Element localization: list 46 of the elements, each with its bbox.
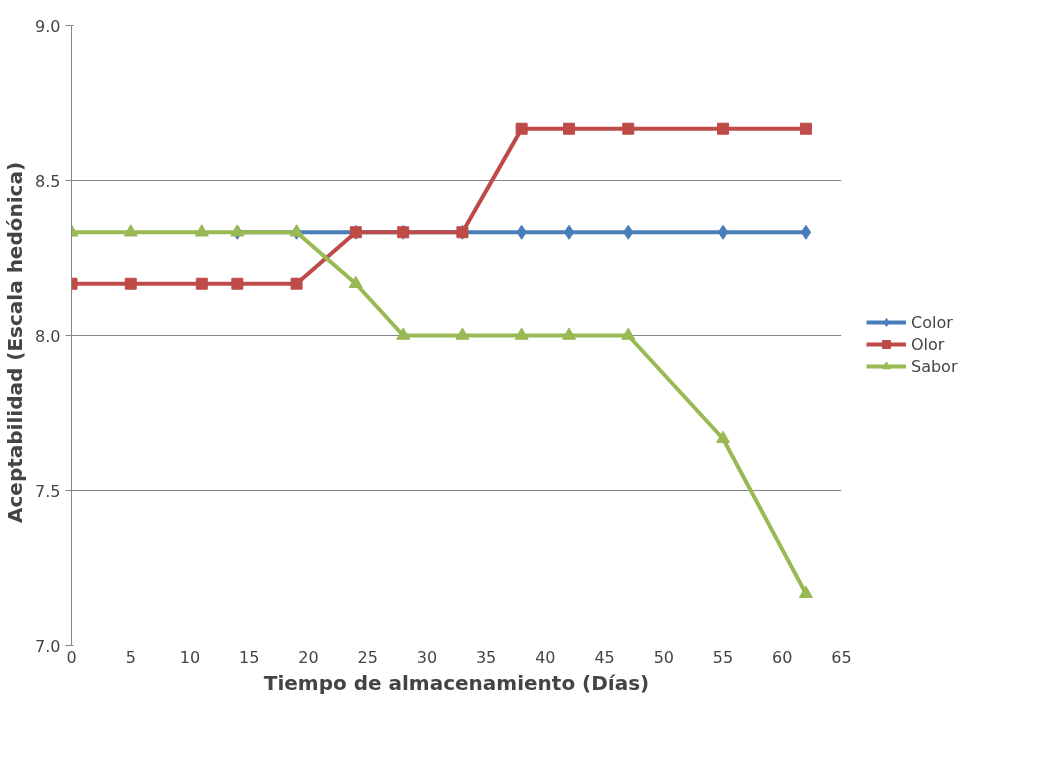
point <box>622 122 635 135</box>
legend-label: Color <box>911 312 953 332</box>
y-tick-label: 8.0 <box>35 326 61 346</box>
point <box>799 122 812 135</box>
x-tick-label: 10 <box>179 647 201 667</box>
x-tick-label: 45 <box>594 647 615 667</box>
point <box>290 277 303 290</box>
point <box>515 122 528 135</box>
point <box>231 277 244 290</box>
x-tick-label: 20 <box>298 647 319 667</box>
point <box>562 327 577 340</box>
point <box>396 327 411 340</box>
point <box>717 122 730 135</box>
legend-label: Sabor <box>911 356 958 376</box>
point <box>348 275 363 288</box>
point <box>123 224 138 237</box>
y-tick-label: 8.5 <box>35 171 61 191</box>
point <box>716 430 731 443</box>
x-tick-label: 5 <box>125 647 136 667</box>
y-axis-title: Aceptabilidad (Escala hedónica) <box>3 161 28 523</box>
x-tick-label: 40 <box>535 647 556 667</box>
x-tick-label: 15 <box>239 647 260 667</box>
x-tick-label: 30 <box>416 647 438 667</box>
y-tick-label: 7.0 <box>35 636 61 656</box>
point <box>195 277 208 290</box>
point <box>798 585 813 598</box>
x-axis-title: Tiempo de almacenamiento (Días) <box>263 670 650 695</box>
x-tick-label: 0 <box>66 647 77 667</box>
point <box>717 224 729 240</box>
point <box>621 327 636 340</box>
point <box>563 224 575 240</box>
point <box>194 224 209 237</box>
point <box>124 277 137 290</box>
point <box>455 327 470 340</box>
x-tick-label: 35 <box>475 647 497 667</box>
point <box>563 122 576 135</box>
x-tick-label: 25 <box>357 647 378 667</box>
x-tick-label: 50 <box>653 647 674 667</box>
x-tick-label: 65 <box>831 647 852 667</box>
point <box>514 327 529 340</box>
legend-label: Olor <box>911 334 945 354</box>
y-tick-label: 9.0 <box>35 16 61 36</box>
x-tick-label: 60 <box>772 647 793 667</box>
x-tick-label: 55 <box>712 647 734 667</box>
point <box>800 224 812 240</box>
y-tick-label: 7.5 <box>35 481 61 501</box>
